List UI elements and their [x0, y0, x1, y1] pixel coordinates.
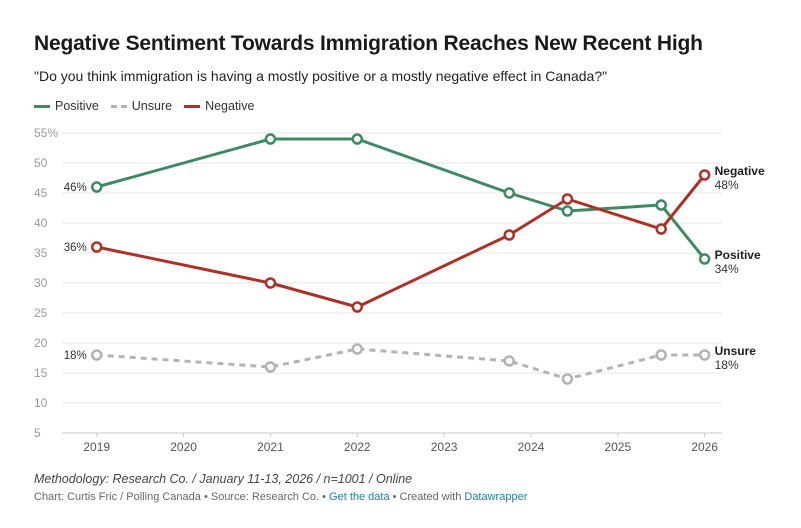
end-label-value-unsure: 18% — [715, 358, 739, 372]
data-point-unsure — [351, 343, 364, 355]
data-point-positive — [698, 253, 711, 265]
data-point-negative — [561, 193, 574, 205]
start-label-negative: 36% — [64, 242, 87, 254]
y-tick-label: 45 — [34, 186, 48, 200]
data-point-unsure — [90, 349, 103, 361]
data-point-unsure — [655, 349, 667, 361]
y-tick-label: 55% — [34, 126, 58, 140]
grid-layer — [62, 132, 722, 434]
x-tick-label: 2019 — [83, 440, 110, 454]
x-axis: 2019 2020 2021 2022 2023 2024 2025 2026 — [83, 433, 718, 454]
data-point-unsure — [503, 355, 515, 367]
end-label-name-unsure: Unsure — [715, 344, 757, 358]
end-label-name-negative: Negative — [715, 164, 765, 178]
data-point-unsure — [698, 349, 711, 361]
x-tick-label: 2021 — [257, 440, 284, 454]
legend: Positive Unsure Negative — [34, 99, 266, 113]
get-data-link[interactable]: Get the data — [329, 491, 390, 503]
data-point-negative — [698, 169, 711, 181]
legend-label-unsure: Unsure — [131, 99, 173, 113]
series-line-unsure — [96, 347, 705, 381]
legend-label-negative: Negative — [205, 99, 255, 113]
legend-item-negative: Negative — [184, 99, 254, 113]
data-point-positive — [90, 181, 103, 193]
y-axis: 5 10 15 20 25 30 35 40 45 50 55% — [34, 126, 58, 440]
y-tick-label: 10 — [34, 396, 48, 410]
end-label-value-negative: 48% — [715, 178, 739, 192]
series-line-positive — [96, 137, 706, 260]
y-tick-label: 30 — [34, 276, 48, 290]
legend-swatch-negative — [184, 104, 201, 108]
x-tick-label: 2022 — [344, 440, 371, 454]
y-tick-label: 15 — [34, 366, 48, 380]
x-tick-label: 2024 — [518, 440, 545, 454]
data-point-positive — [503, 187, 515, 199]
x-tick-label: 2023 — [431, 440, 458, 454]
data-point-negative — [264, 277, 277, 289]
legend-swatch-unsure — [110, 104, 127, 108]
chart-subtitle: "Do you think immigration is having a mo… — [34, 68, 608, 84]
data-point-positive — [655, 199, 667, 211]
datawrapper-link[interactable]: Datawrapper — [464, 491, 528, 503]
series-line-negative — [96, 174, 706, 309]
data-point-unsure — [561, 373, 574, 385]
start-label-positive: 46% — [64, 182, 87, 194]
x-tick-label: 2025 — [604, 440, 631, 454]
legend-label-positive: Positive — [55, 99, 99, 113]
y-tick-label: 20 — [34, 336, 48, 350]
y-tick-label: 40 — [34, 216, 48, 230]
credit-text: Chart: Curtis Fric / Polling Canada • So… — [34, 491, 330, 503]
series-layer — [90, 133, 711, 385]
created-with-text: • Created with — [389, 491, 465, 503]
chart-footer: Chart: Curtis Fric / Polling Canada • So… — [34, 491, 527, 503]
legend-item-unsure: Unsure — [110, 99, 173, 113]
y-tick-label: 25 — [34, 306, 48, 320]
data-point-unsure — [264, 361, 277, 373]
legend-item-positive: Positive — [34, 99, 99, 113]
methodology-note: Methodology: Research Co. / January 11-1… — [34, 472, 413, 486]
data-point-positive — [264, 133, 277, 145]
y-tick-label: 50 — [34, 156, 48, 170]
data-point-negative — [655, 223, 667, 235]
data-point-negative — [90, 241, 103, 253]
end-label-value-positive: 34% — [715, 262, 739, 276]
y-tick-label: 35 — [34, 246, 48, 260]
end-label-name-positive: Positive — [715, 248, 761, 262]
data-point-positive — [351, 133, 364, 145]
data-point-negative — [503, 229, 515, 241]
chart-title: Negative Sentiment Towards Immigration R… — [34, 32, 703, 55]
x-tick-label: 2020 — [170, 440, 197, 454]
data-point-negative — [351, 301, 364, 313]
x-tick-label: 2026 — [691, 440, 718, 454]
data-point-positive — [561, 205, 574, 217]
y-tick-label: 5 — [34, 426, 41, 440]
start-label-unsure: 18% — [64, 350, 87, 362]
legend-swatch-positive — [34, 104, 50, 108]
